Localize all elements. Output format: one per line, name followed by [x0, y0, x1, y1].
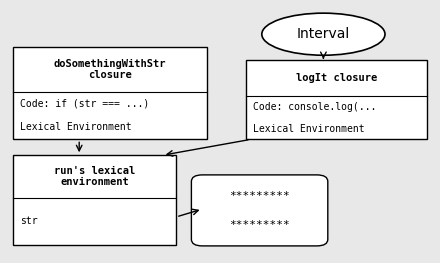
Text: Code: console.log(...: Code: console.log(...	[253, 102, 376, 112]
Text: Lexical Environment: Lexical Environment	[20, 122, 132, 133]
FancyBboxPatch shape	[13, 155, 176, 245]
Text: *********: *********	[229, 191, 290, 201]
Text: run's lexical
environment: run's lexical environment	[54, 166, 135, 188]
Text: Code: if (str === ...): Code: if (str === ...)	[20, 98, 149, 109]
Text: str: str	[20, 216, 37, 226]
Text: Interval: Interval	[297, 27, 350, 41]
FancyBboxPatch shape	[191, 175, 328, 246]
Text: logIt closure: logIt closure	[296, 73, 377, 83]
FancyBboxPatch shape	[246, 60, 427, 139]
Text: Lexical Environment: Lexical Environment	[253, 124, 365, 134]
FancyBboxPatch shape	[13, 47, 207, 139]
Ellipse shape	[262, 13, 385, 55]
Text: *********: *********	[229, 220, 290, 230]
Text: doSomethingWithStr
closure: doSomethingWithStr closure	[54, 59, 166, 80]
